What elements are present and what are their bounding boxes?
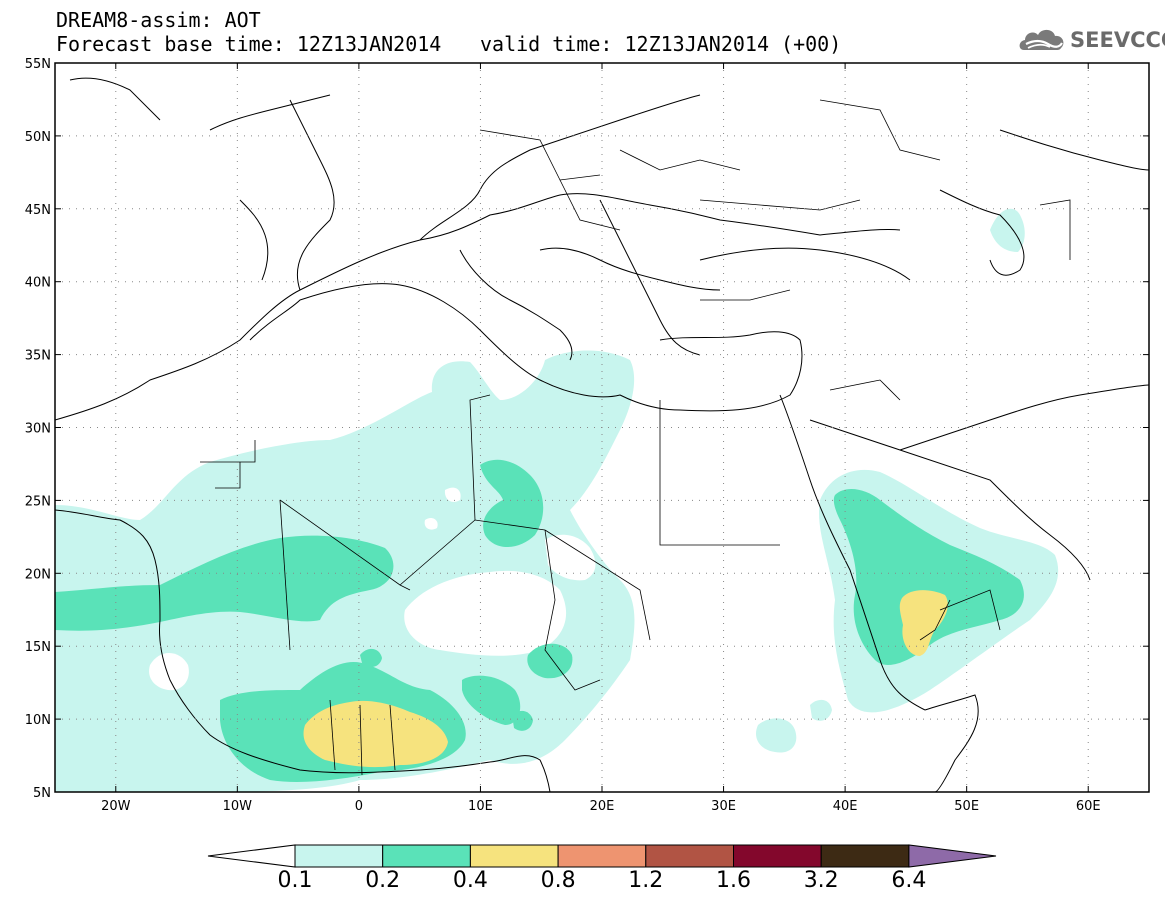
lon-tick-label: 60E (1076, 799, 1101, 814)
colorbar-label: 0.1 (277, 868, 313, 893)
grid (55, 63, 1149, 792)
lat-tick-label: 55N (25, 57, 51, 72)
map-title: DREAM8-assim: AOT (56, 8, 261, 32)
aot-band-0.4-0.8 (303, 590, 948, 768)
colorbar-over-triangle (908, 844, 997, 868)
lat-tick-label: 5N (33, 786, 51, 801)
lon-tick-label: 50E (954, 799, 979, 814)
lat-tick-label: 25N (25, 494, 51, 509)
colorbar-label: 3.2 (803, 868, 839, 893)
lat-tick-label: 45N (25, 203, 51, 218)
colorbar-under-triangle (207, 844, 296, 868)
colorbar-label: 6.4 (891, 868, 927, 893)
colorbar-segment (469, 844, 559, 868)
colorbar-segment (733, 844, 822, 868)
lat-tick-label: 35N (25, 349, 51, 364)
coastlines (55, 77, 1149, 792)
colorbar-segment (645, 844, 734, 868)
lat-tick-label: 50N (25, 130, 51, 145)
lon-tick-label: 10E (468, 799, 493, 814)
colorbar-segment (820, 844, 910, 868)
lat-tick-label: 20N (25, 567, 51, 582)
colorbar-segment (557, 844, 647, 868)
colorbar-label: 0.8 (540, 868, 576, 893)
forecast-base-time: Forecast base time: 12Z13JAN2014 (56, 32, 442, 56)
colorbar-label: 1.2 (628, 868, 664, 893)
cloud-logo-icon (1019, 29, 1064, 50)
lon-tick-label: 0 (355, 799, 363, 814)
axis-ticks (55, 62, 1149, 793)
colorbar-segment (294, 844, 384, 868)
lon-tick-label: 20W (101, 799, 131, 814)
lat-tick-label: 15N (25, 640, 51, 655)
colorbar-segment (382, 844, 471, 868)
seevccc-logo: SEEVCCC (1018, 24, 1165, 56)
lat-tick-label: 30N (25, 422, 51, 437)
colorbar-label: 1.6 (716, 868, 751, 893)
colorbar (207, 844, 997, 868)
colorbar-label: 0.4 (452, 868, 488, 893)
lon-tick-label: 40E (833, 799, 858, 814)
colorbar-labels: 0.1 0.2 0.4 0.8 1.2 1.6 3.2 6.4 (0, 868, 1165, 898)
borders (200, 99, 1071, 776)
aot-gaps (149, 478, 629, 691)
aot-band-0.1-0.2 (55, 208, 1059, 792)
lat-axis: 55N 50N 45N 40N 35N 30N 25N 20N 15N 10N 5N (25, 57, 51, 801)
colorbar-label: 0.2 (365, 868, 401, 893)
lon-tick-label: 20E (590, 799, 615, 814)
valid-time: valid time: 12Z13JAN2014 (+00) (480, 32, 842, 56)
lat-tick-label: 40N (25, 276, 51, 291)
lat-tick-label: 10N (25, 713, 51, 728)
lon-tick-label: 30E (711, 799, 736, 814)
lon-tick-label: 10W (223, 799, 253, 814)
logo-text: SEEVCCC (1070, 28, 1165, 52)
aot-fields (55, 208, 1059, 792)
lon-axis: 20W 10W 0 10E 20E 30E 40E 50E 60E (101, 799, 1101, 814)
